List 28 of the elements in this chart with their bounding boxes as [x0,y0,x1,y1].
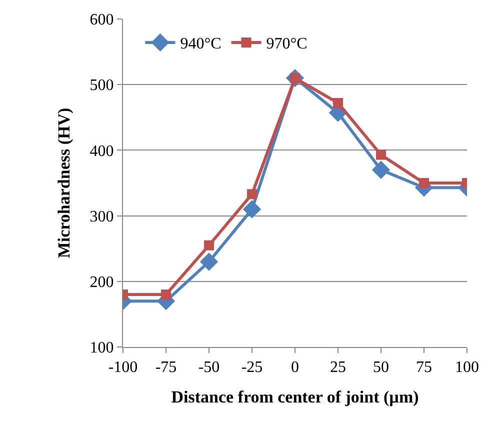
y-tick-label: 600 [90,12,114,29]
point [242,200,262,218]
x-tick-label: 100 [455,359,479,376]
x-tick-label: 0 [291,359,299,376]
point [419,178,429,188]
y-tick-label: 300 [90,208,114,226]
x-tick-label: 25 [330,359,346,376]
point [161,290,171,300]
y-tick-label: 200 [90,274,114,291]
x-tick-label: -100 [108,359,138,376]
point [204,240,214,250]
x-tick-label: -75 [155,359,177,376]
x-tick-label: 50 [373,359,389,376]
y-axis-title: Microhardness (HV) [54,108,74,258]
y-tick-label: 100 [90,340,114,357]
legend-label: 940°C [180,36,222,53]
point [247,189,257,200]
point [200,252,218,271]
point [333,98,343,108]
y-tick-label: 500 [90,77,114,94]
x-tick-label: 75 [416,359,432,376]
y-tick-label: 400 [90,142,114,160]
legend-label: 970°C [266,36,308,53]
x-tick-label: -25 [241,359,263,376]
x-tick-label: -50 [198,359,220,376]
x-axis-title: Distance from center of joint (µm) [171,388,419,407]
point [376,150,386,160]
point [372,160,390,179]
